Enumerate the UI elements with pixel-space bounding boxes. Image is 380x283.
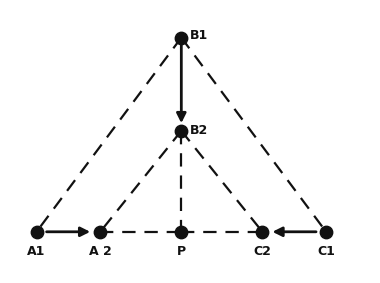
Point: [97, 230, 103, 234]
Text: B1: B1: [190, 29, 208, 42]
Point: [178, 128, 184, 133]
Point: [178, 35, 184, 40]
Point: [323, 230, 329, 234]
Text: A1: A1: [27, 245, 46, 258]
Text: C1: C1: [317, 245, 335, 258]
Text: C2: C2: [253, 245, 271, 258]
Point: [33, 230, 40, 234]
Point: [259, 230, 265, 234]
Point: [178, 230, 184, 234]
Text: A 2: A 2: [89, 245, 112, 258]
Text: P: P: [177, 245, 186, 258]
Text: B2: B2: [190, 124, 208, 137]
